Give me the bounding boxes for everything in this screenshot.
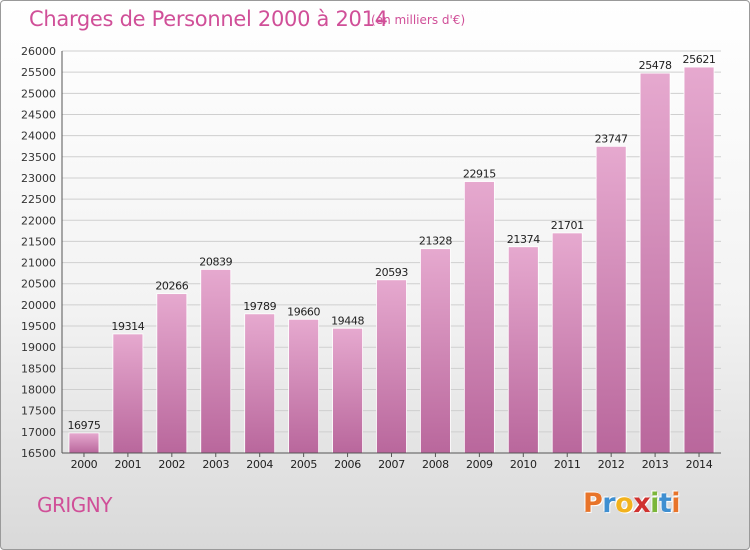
y-tick-label: 23500 [21, 151, 56, 164]
bar-2007 [376, 279, 407, 454]
axes [61, 51, 721, 454]
y-tick-label: 26000 [21, 45, 56, 58]
logo-letter: x [633, 488, 651, 519]
bar-2014 [683, 66, 715, 454]
bar-2002 [156, 293, 188, 454]
logo-letter: i [671, 488, 681, 519]
x-tick-label-2010: 2010 [510, 458, 537, 471]
x-tick-label-2008: 2008 [422, 458, 449, 471]
data-label-2012: 23747 [595, 132, 628, 145]
data-labels: 16975 19314 20266 20839 19789 19660 19448 20593… [67, 53, 715, 432]
bar-2011 [551, 232, 583, 454]
data-label-2002: 20266 [155, 280, 188, 293]
y-tick-label: 25000 [21, 87, 56, 100]
y-tick-label: 19000 [21, 341, 56, 354]
data-label-2010: 21374 [507, 233, 540, 246]
bar-2003 [200, 268, 232, 454]
x-tick-label-2013: 2013 [642, 458, 669, 471]
data-label-2004: 19789 [243, 300, 276, 313]
y-tick-label: 19500 [21, 320, 56, 333]
bar-2001 [112, 333, 144, 454]
data-label-2013: 25478 [639, 59, 672, 72]
data-label-2000: 16975 [67, 419, 100, 432]
x-tick-label-2007: 2007 [378, 458, 405, 471]
y-tick-label: 17500 [21, 405, 56, 418]
y-tick-label: 25500 [21, 66, 56, 79]
commune-name: GRIGNY [37, 493, 112, 517]
data-label-2001: 19314 [111, 320, 144, 333]
logo-letter: i [650, 488, 659, 519]
proxiti-logo: Proxiti [583, 488, 681, 519]
bar-2005 [288, 318, 320, 454]
logo-letter: t [658, 488, 672, 519]
bar-2004 [244, 313, 276, 454]
y-tick-label: 17000 [21, 426, 56, 439]
logo-letter: P [583, 488, 603, 519]
y-tick-label: 22000 [21, 214, 56, 227]
x-tick-label-2001: 2001 [115, 458, 142, 471]
x-tick-label-2005: 2005 [290, 458, 317, 471]
bars [68, 66, 715, 454]
data-label-2003: 20839 [199, 255, 232, 268]
chart-subtitle: (en milliers d'€) [371, 13, 466, 27]
y-tick-label: 20000 [21, 299, 56, 312]
data-label-2011: 21701 [551, 219, 584, 232]
y-axis-ticks: 16500 17000 17500 18000 18500 19000 19500 20000… [21, 45, 56, 460]
bar-2010 [507, 246, 539, 454]
bar-2013 [639, 72, 671, 454]
x-tick-label-2004: 2004 [246, 458, 273, 471]
y-tick-label: 18000 [21, 384, 56, 397]
bar-2008 [420, 248, 451, 454]
y-tick-label: 24000 [21, 130, 56, 143]
y-tick-label: 23000 [21, 172, 56, 185]
x-tick-label-2011: 2011 [554, 458, 581, 471]
data-label-2007: 20593 [375, 266, 408, 279]
bar-2000 [68, 432, 100, 454]
bar-2006 [332, 327, 363, 454]
logo-letter: o [615, 488, 634, 519]
logo-letter: r [602, 488, 616, 519]
y-tick-label: 24500 [21, 108, 56, 121]
bar-2009 [463, 181, 495, 454]
y-tick-label: 21500 [21, 235, 56, 248]
x-tick-label-2012: 2012 [598, 458, 625, 471]
data-label-2008: 21328 [419, 235, 452, 248]
x-tick-label-2002: 2002 [158, 458, 185, 471]
data-label-2014: 25621 [683, 53, 716, 66]
data-label-2009: 22915 [463, 168, 496, 181]
x-tick-label-2000: 2000 [71, 458, 98, 471]
x-tick-label-2006: 2006 [334, 458, 361, 471]
bar-2012 [595, 145, 627, 454]
y-tick-label: 16500 [21, 447, 56, 460]
y-tick-label: 20500 [21, 278, 56, 291]
y-tick-label: 18500 [21, 362, 56, 375]
x-tick-label-2009: 2009 [466, 458, 493, 471]
x-tick-label-2003: 2003 [202, 458, 229, 471]
data-label-2005: 19660 [287, 305, 320, 318]
y-tick-label: 21000 [21, 257, 56, 270]
y-tick-label: 22500 [21, 193, 56, 206]
x-tick-label-2014: 2014 [686, 458, 713, 471]
x-axis-ticks: 2000 2001 2002 2003 2004 2005 2006 2007 2008 2009… [71, 453, 713, 471]
data-label-2006: 19448 [331, 314, 364, 327]
chart-title: Charges de Personnel 2000 à 2014 [29, 7, 388, 31]
